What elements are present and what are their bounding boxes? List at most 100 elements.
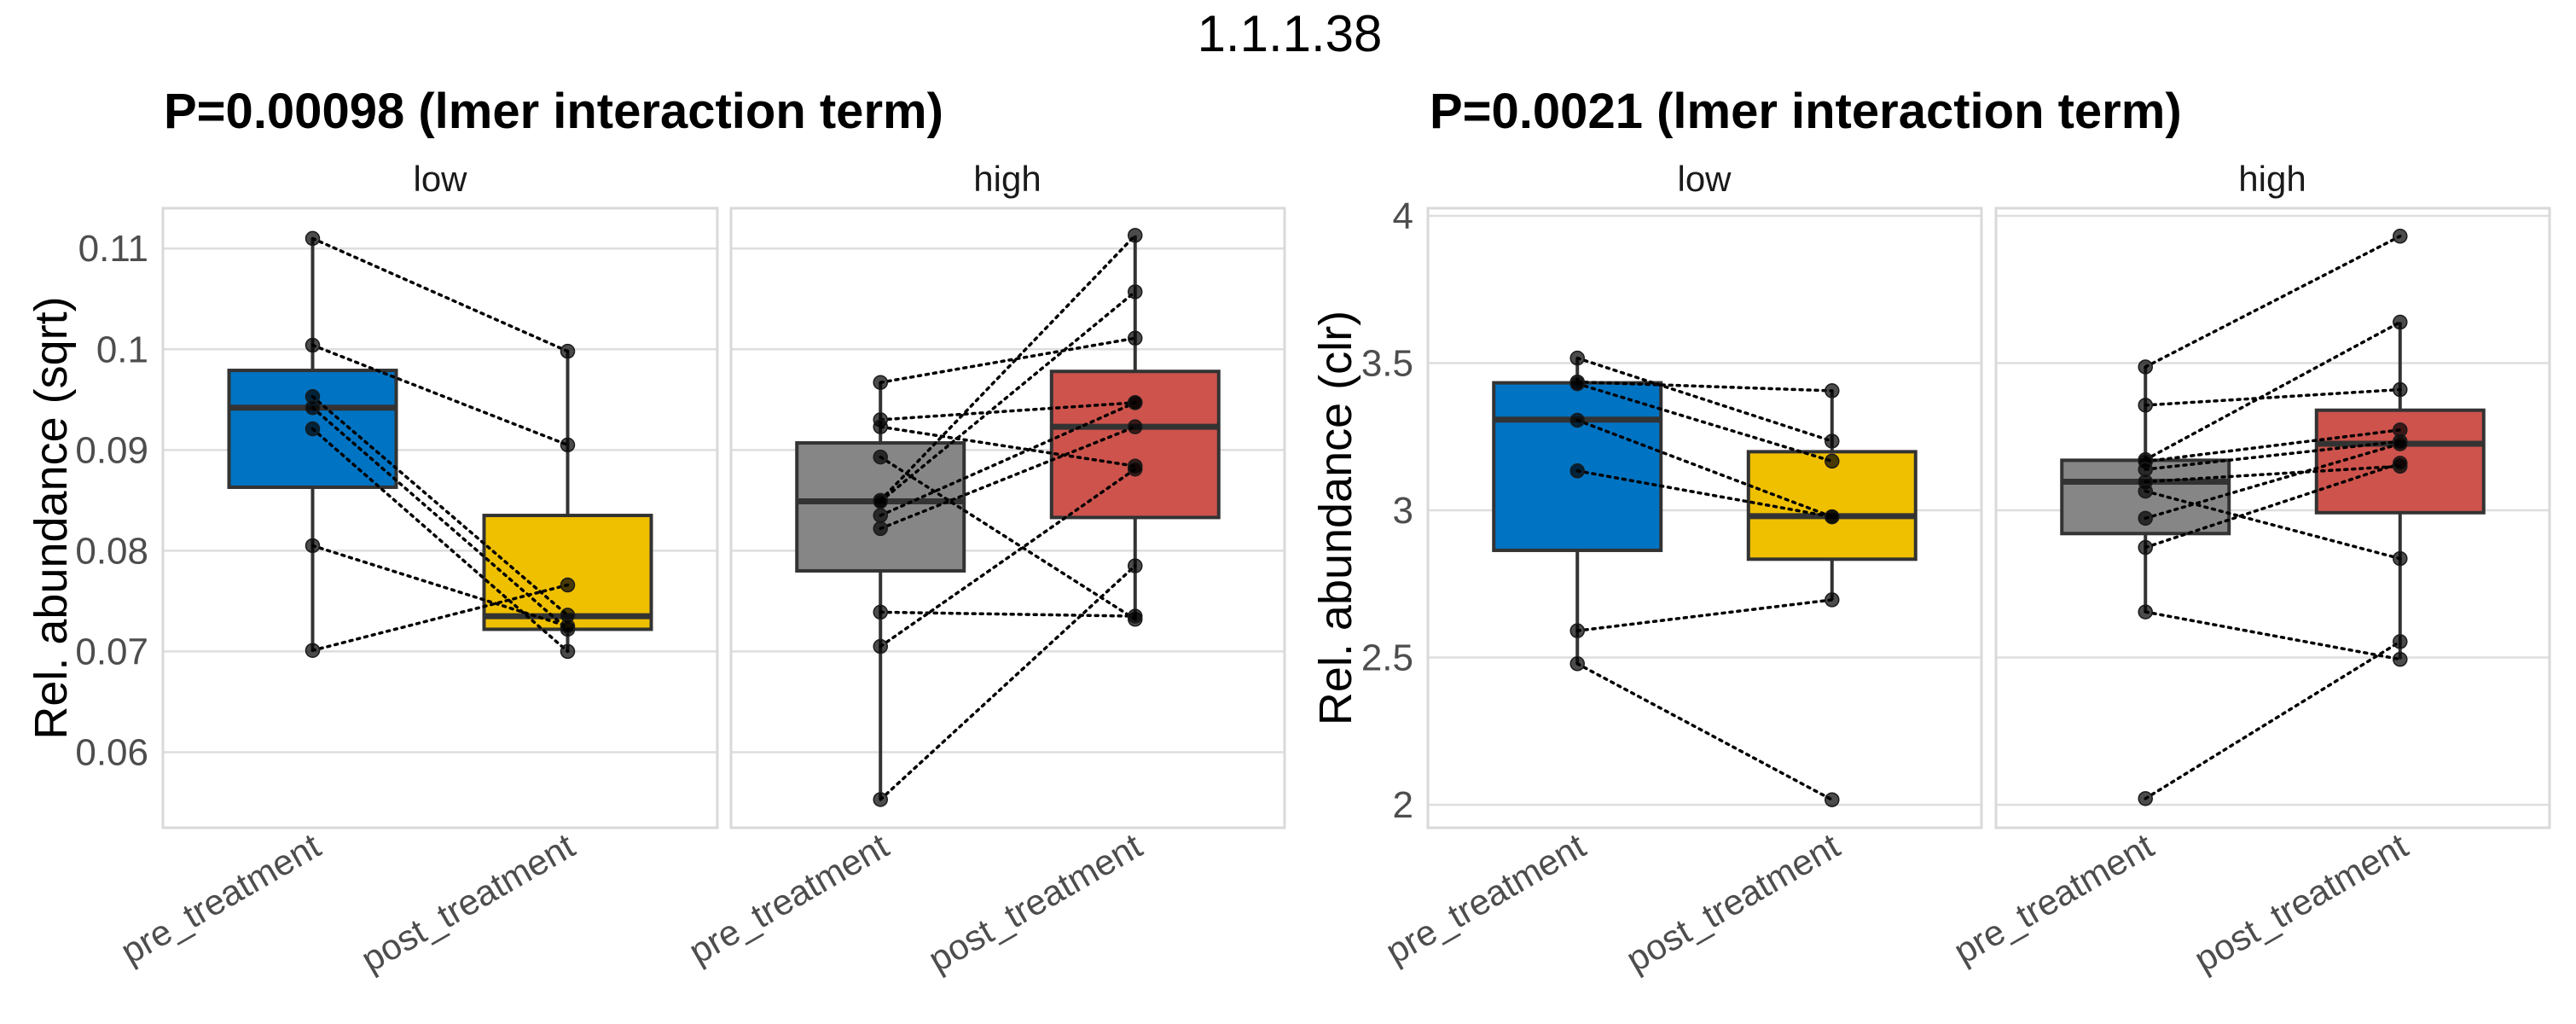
data-point-pre <box>873 449 888 465</box>
y-tick-label: 0.09 <box>75 429 148 471</box>
data-point-pre <box>2138 604 2153 620</box>
panel <box>161 207 719 829</box>
paired-lines <box>879 234 1137 801</box>
data-point-pre <box>873 419 888 434</box>
data-point-pre <box>1569 623 1585 638</box>
paired-line <box>1575 598 1834 632</box>
data-point-post <box>560 577 576 593</box>
data-point-pre <box>1569 656 1585 672</box>
data-point-post <box>1128 608 1143 624</box>
paired-line <box>879 564 1137 801</box>
y-tick-label: 0.1 <box>96 329 148 370</box>
paired-line <box>879 290 1137 503</box>
data-point-pre <box>305 538 321 554</box>
data-point-post <box>1825 792 1840 807</box>
data-point-post <box>1128 461 1143 477</box>
data-point-pre <box>305 337 321 353</box>
paired-line <box>2144 489 2402 561</box>
data-point-post <box>1825 509 1840 525</box>
data-point-pre <box>305 399 321 416</box>
y-axis-title: Rel. abundance (clr) <box>1310 311 1361 725</box>
data-point-pre <box>2138 398 2153 413</box>
figure-title: 1.1.1.38 <box>1198 5 1383 62</box>
paired-line <box>310 583 570 652</box>
data-point-pre <box>1569 412 1585 428</box>
data-point-pre <box>873 604 888 620</box>
paired-line <box>879 336 1137 384</box>
paired-lines <box>1575 356 1834 801</box>
paired-line <box>1575 381 1834 463</box>
data-point-pre <box>873 792 888 807</box>
data-point-post <box>1825 433 1840 449</box>
data-point-post <box>560 619 576 634</box>
data-point-post <box>2393 229 2408 244</box>
paired-line <box>1575 418 1834 519</box>
y-tick-label: 3.5 <box>1361 343 1413 385</box>
data-point-post <box>1128 228 1143 243</box>
y-tick-label: 0.11 <box>78 228 148 270</box>
panel <box>729 207 1286 829</box>
paired-line <box>879 425 1137 531</box>
paired-lines <box>310 236 570 654</box>
paired-line <box>310 236 570 353</box>
data-point-pre <box>305 421 321 437</box>
y-tick-label: 0.07 <box>75 631 148 672</box>
data-point-post <box>1128 284 1143 300</box>
paired-line <box>879 401 1137 517</box>
plot-title: P=0.0021 (lmer interaction term) <box>1430 84 2182 139</box>
facet-high: high pre_treatment post_treatment <box>1947 159 2551 980</box>
y-tick-label: 2 <box>1393 784 1413 826</box>
data-point-pre <box>2138 539 2153 556</box>
y-tick-label: 0.08 <box>75 530 148 572</box>
paired-line <box>1575 469 1834 519</box>
y-axis-title: Rel. abundance (sqrt) <box>26 296 77 739</box>
facet-strip-label: high <box>2238 159 2306 199</box>
data-point-pre <box>1569 463 1585 479</box>
data-point-post <box>2393 381 2408 398</box>
paired-line <box>879 425 1137 468</box>
paired-lines <box>2144 235 2402 800</box>
data-point-post <box>1128 419 1143 434</box>
y-axis-ticks: 2 2.5 3 3.5 4 <box>1361 195 1413 826</box>
paired-line <box>2144 235 2402 369</box>
y-axis-ticks: 0.06 0.07 0.08 0.09 0.1 0.11 <box>75 228 148 773</box>
y-tick-label: 0.06 <box>75 731 148 773</box>
paired-line <box>310 405 570 631</box>
data-point-post <box>560 437 576 453</box>
panel <box>1994 207 2551 829</box>
data-point-pre <box>2138 483 2153 499</box>
paired-line <box>310 427 570 654</box>
data-point-post <box>560 343 576 359</box>
data-point-post <box>2393 456 2408 471</box>
paired-line <box>2144 439 2402 471</box>
paired-line <box>310 544 570 628</box>
y-tick-label: 4 <box>1393 195 1413 237</box>
data-point-pre <box>1569 350 1585 366</box>
data-point-post <box>1128 330 1143 346</box>
paired-line <box>1575 356 1834 443</box>
data-point-post <box>1825 383 1840 399</box>
paired-line <box>2144 428 2402 463</box>
paired-line <box>879 234 1137 503</box>
facet-low: low pre_treatment post_treatment <box>114 159 719 980</box>
y-tick-label: 3 <box>1393 490 1413 532</box>
paired-line <box>2144 640 2402 800</box>
data-point-post <box>1825 592 1840 608</box>
data-point-pre <box>2138 359 2153 375</box>
data-point-post <box>2393 634 2408 649</box>
y-tick-label: 2.5 <box>1361 637 1413 679</box>
data-point-pre <box>873 493 888 509</box>
data-point-post <box>2393 314 2408 330</box>
data-point-pre <box>1569 375 1585 392</box>
paired-line <box>1575 662 1834 801</box>
facet-strip-label: high <box>973 159 1041 199</box>
paired-line <box>2144 610 2402 661</box>
data-point-post <box>2393 550 2408 567</box>
data-point-post <box>1128 558 1143 573</box>
data-point-pre <box>873 508 888 523</box>
paired-line <box>2144 320 2402 462</box>
data-point-post <box>1128 395 1143 410</box>
data-points <box>873 228 1143 807</box>
data-point-post <box>2393 651 2408 667</box>
panel <box>1426 207 1983 829</box>
